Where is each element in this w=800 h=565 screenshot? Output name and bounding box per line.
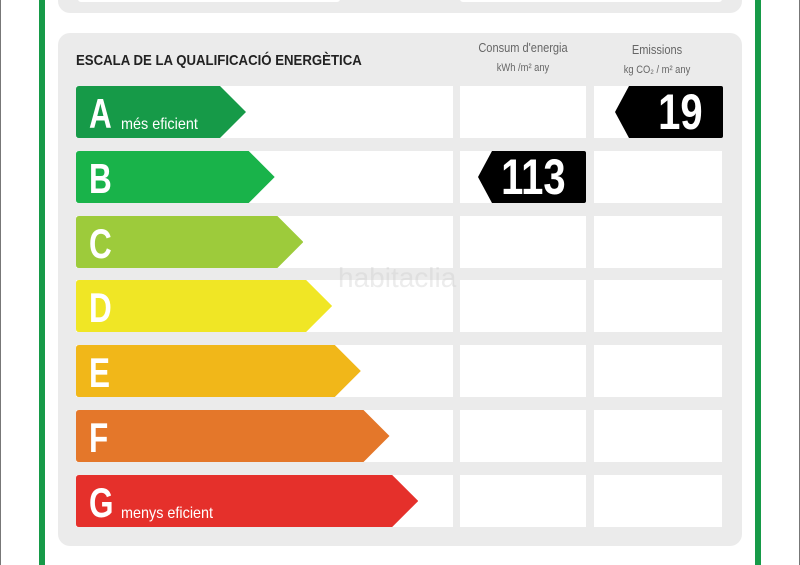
emissions-cell	[594, 345, 722, 398]
rating-letter: F	[89, 414, 109, 461]
rating-letter: B	[89, 154, 112, 202]
top-box	[460, 0, 722, 2]
top-panel	[58, 0, 742, 13]
consumption-value: 113	[501, 148, 566, 205]
rating-subtitle: menys eficient	[121, 504, 214, 522]
rating-arrow-c: C	[76, 215, 304, 268]
emissions-cell	[594, 474, 722, 527]
emissions-badge: 19	[615, 86, 723, 138]
left-edge	[0, 0, 1, 565]
emissions-header: Emissions kg CO₂ / m² any	[595, 40, 719, 80]
consumption-cell	[460, 410, 586, 462]
rating-letter: E	[89, 349, 111, 397]
right-green-border	[755, 0, 761, 565]
watermark: habitaclia	[338, 262, 457, 293]
rating-letter: A	[89, 90, 112, 137]
rating-letter: D	[89, 284, 112, 332]
left-green-border	[39, 0, 45, 565]
consumption-cell	[460, 345, 586, 398]
consumption-label: Consum d'energia	[478, 40, 568, 55]
emissions-cell	[594, 215, 722, 268]
top-box	[78, 0, 340, 2]
consumption-cell	[460, 280, 586, 333]
emissions-unit: kg CO₂ / m² any	[623, 64, 691, 76]
rating-arrow-d: D	[76, 280, 333, 333]
emissions-cell	[594, 410, 722, 462]
consumption-header: Consum d'energia kWh /m² any	[461, 38, 585, 78]
rating-arrow-e: E	[76, 345, 361, 398]
consumption-cell	[460, 86, 586, 138]
emissions-cell	[594, 150, 722, 203]
rating-arrow-b: B	[76, 150, 275, 203]
consumption-badge: 113	[478, 148, 586, 205]
rating-letter: C	[89, 219, 112, 267]
rating-subtitle: més eficient	[121, 116, 198, 133]
consumption-cell	[460, 215, 586, 268]
emissions-label: Emissions	[631, 42, 683, 57]
rating-arrow-f: F	[76, 410, 390, 462]
consumption-unit: kWh /m² any	[496, 62, 550, 74]
emissions-cell	[594, 280, 722, 333]
scale-title: ESCALA DE LA QUALIFICACIÓ ENERGÈTICA	[76, 52, 362, 69]
rating-letter: G	[89, 478, 114, 526]
emissions-value: 19	[658, 84, 704, 140]
consumption-cell	[460, 474, 586, 527]
